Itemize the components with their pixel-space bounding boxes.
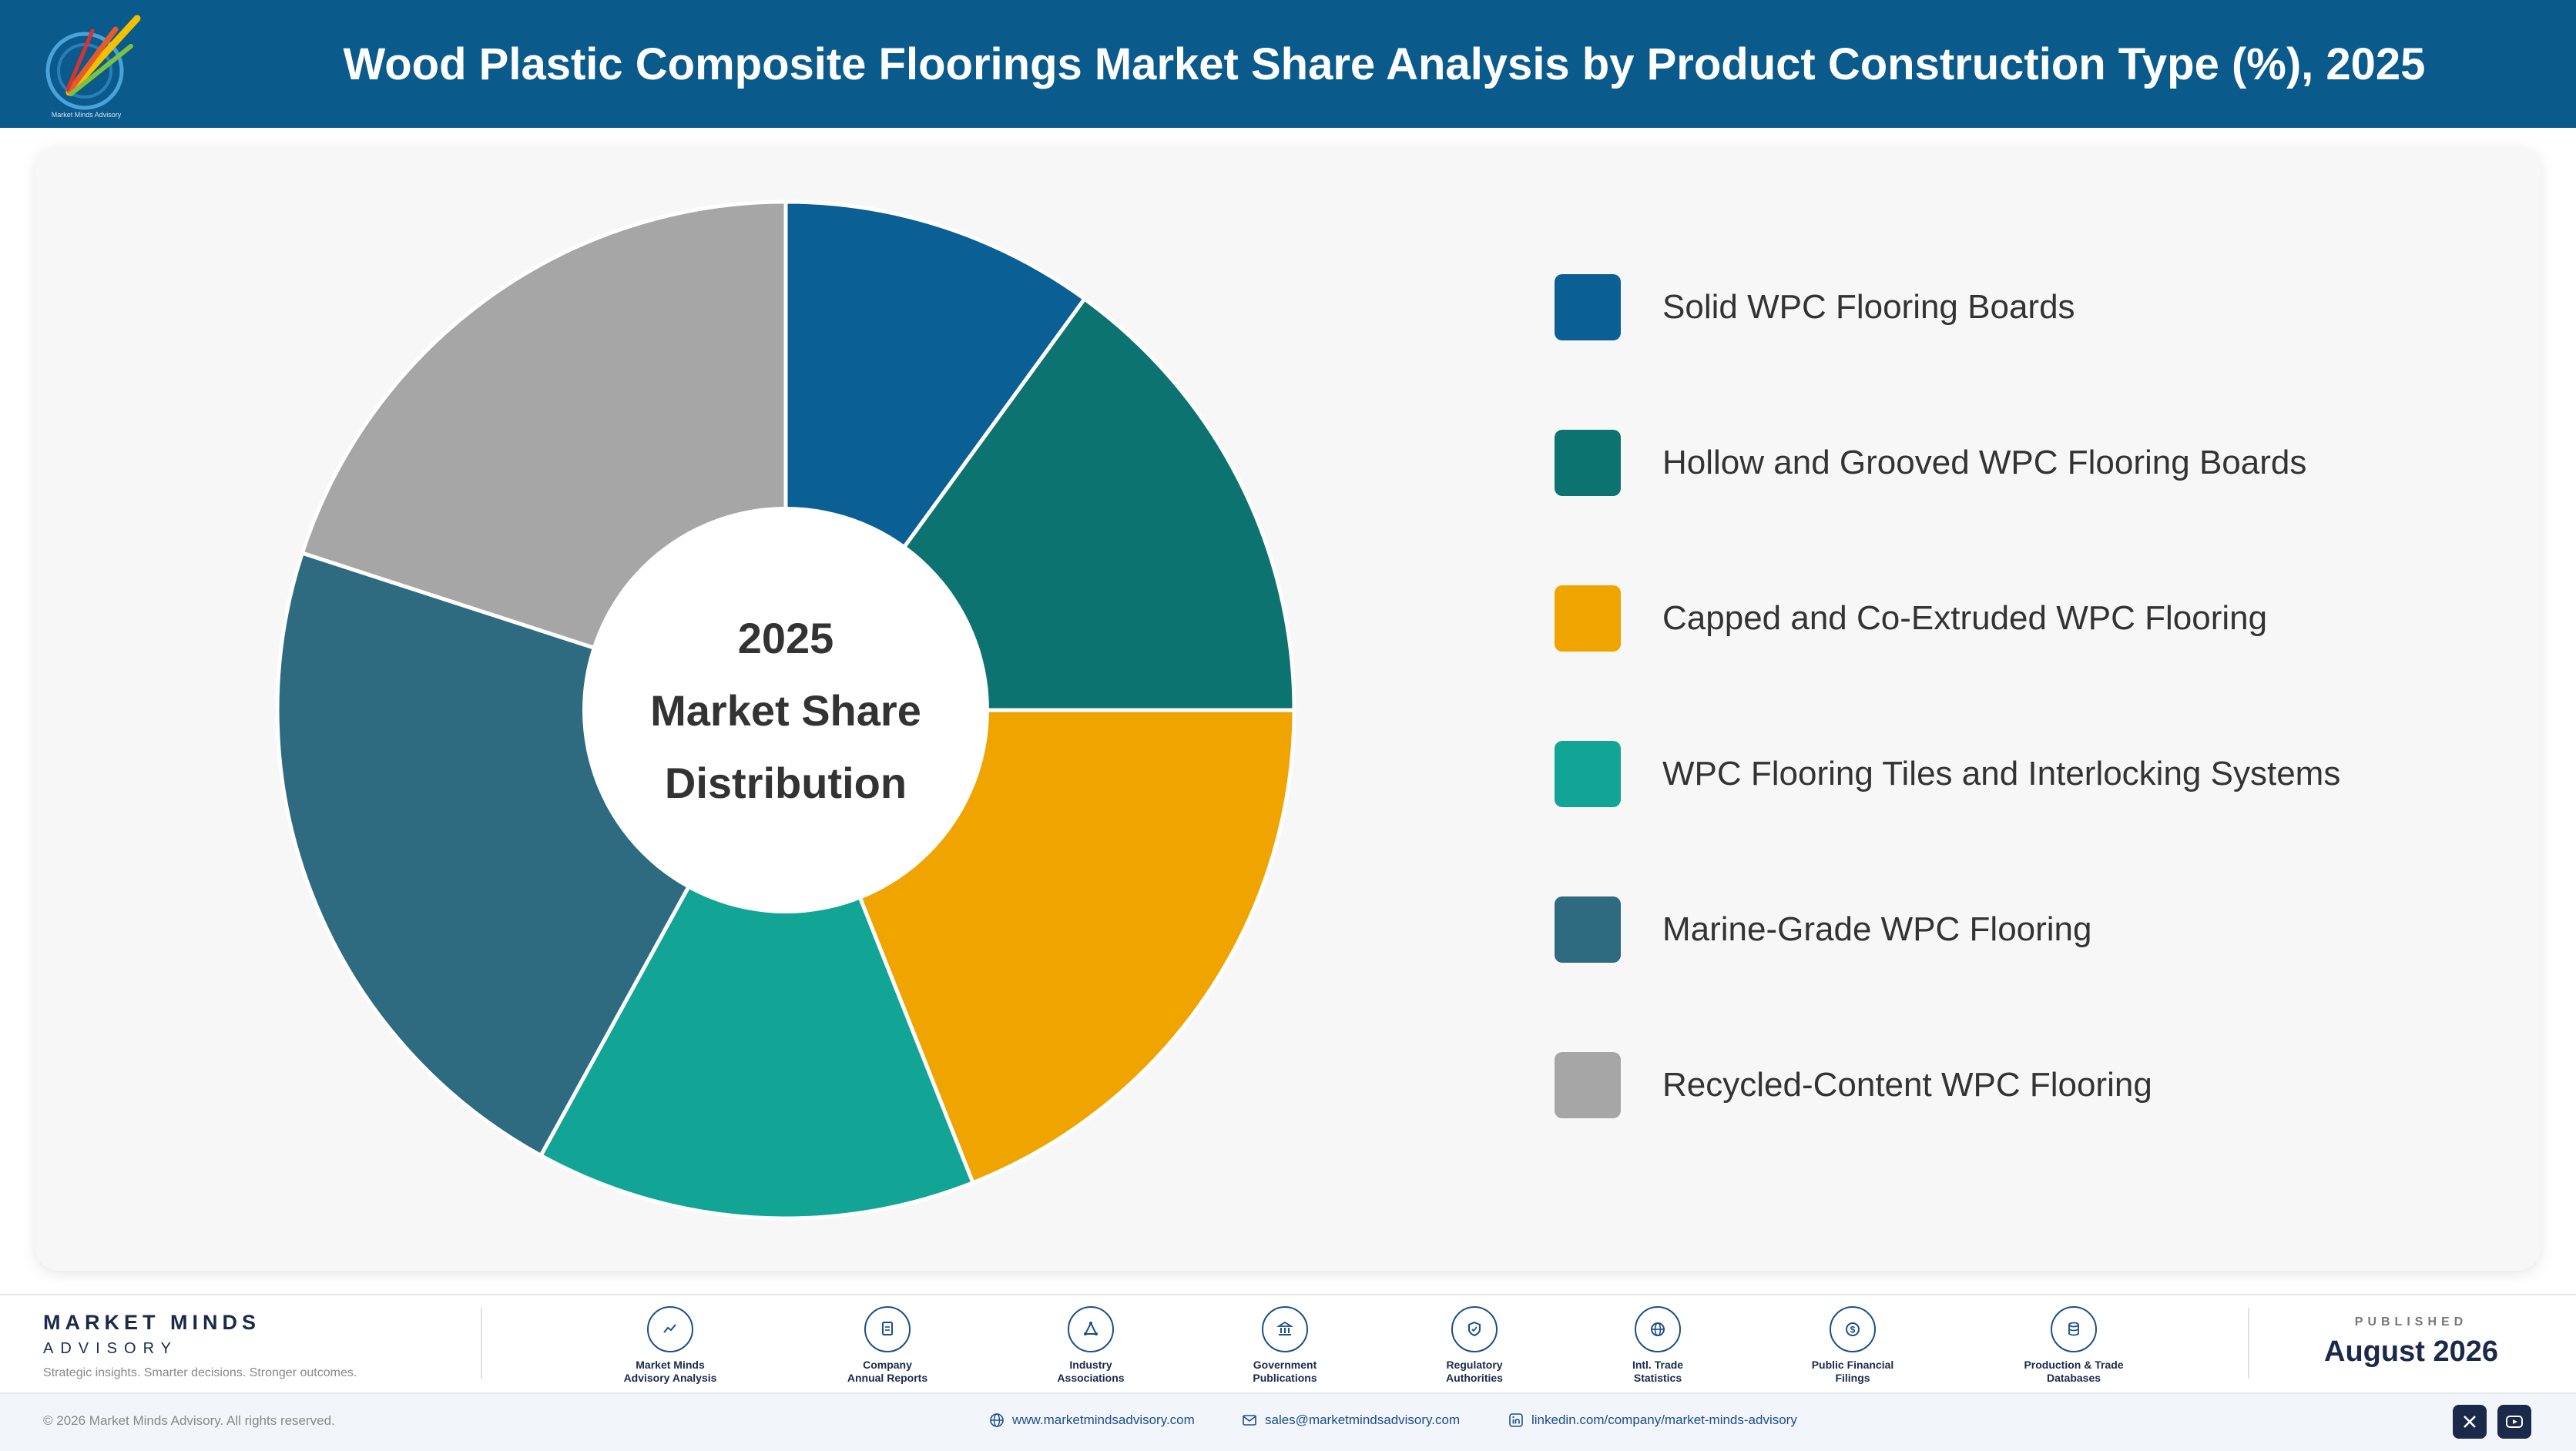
chart-card: 2025 Market Share Distribution Solid WPC F… — [35, 146, 2541, 1271]
legend-label: Marine-Grade WPC Flooring — [1662, 910, 2092, 948]
shield-icon — [1451, 1306, 1498, 1352]
x-icon — [2464, 1416, 2476, 1428]
data-source-item: Government Publications — [1219, 1306, 1350, 1385]
data-source-label: Government Publications — [1253, 1359, 1317, 1384]
website-link[interactable]: www.marketmindsadvisory.com — [989, 1412, 1195, 1428]
header-bar: Market Minds Advisory Wood Plastic Compo… — [0, 0, 2576, 128]
mail-icon — [1243, 1415, 1256, 1426]
website-text: www.marketmindsadvisory.com — [1012, 1412, 1195, 1427]
footer-divider — [481, 1308, 482, 1379]
database-icon — [2051, 1306, 2097, 1352]
footer-divider — [2248, 1308, 2249, 1379]
legend-swatch — [1555, 741, 1621, 807]
legend-label: Solid WPC Flooring Boards — [1662, 288, 2075, 326]
x-social-button[interactable] — [2453, 1405, 2487, 1439]
legend-swatch — [1555, 274, 1621, 340]
data-source-label: Public Financial Filings — [1811, 1359, 1894, 1384]
linkedin-link[interactable]: linkedin.com/company/market-minds-adviso… — [1508, 1412, 1797, 1428]
data-source-label: Market Minds Advisory Analysis — [623, 1359, 717, 1384]
data-source-label: Industry Associations — [1057, 1359, 1125, 1384]
chart-line-icon — [647, 1306, 693, 1352]
data-source-item: Production & Trade Databases — [2008, 1306, 2139, 1385]
document-icon — [864, 1306, 911, 1352]
center-label-line: 2025 — [738, 614, 834, 662]
svg-text:$: $ — [1850, 1325, 1856, 1335]
legend-item[interactable]: Hollow and Grooved WPC Flooring Boards — [1555, 430, 2306, 496]
bank-icon — [1262, 1306, 1308, 1352]
legend-label: Hollow and Grooved WPC Flooring Boards — [1662, 444, 2307, 481]
legend-item[interactable]: Recycled-Content WPC Flooring — [1555, 1052, 2152, 1118]
copyright: © 2026 Market Minds Advisory. All rights… — [43, 1413, 335, 1428]
email-text: sales@marketmindsadvisory.com — [1265, 1412, 1461, 1427]
published-label: PUBLISHED — [2354, 1315, 2468, 1329]
pie-slice-wpc-flooring-tiles-and-interlocking-systems[interactable] — [538, 705, 976, 1221]
data-source-label: Company Annual Reports — [847, 1359, 928, 1384]
legend-item[interactable]: Solid WPC Flooring Boards — [1555, 274, 2075, 340]
data-source-label: Regulatory Authorities — [1446, 1359, 1503, 1384]
globe-icon — [990, 1413, 1004, 1427]
page-title: Wood Plastic Composite Floorings Market … — [343, 39, 2426, 89]
data-source-label: Intl. Trade Statistics — [1632, 1359, 1684, 1384]
donut-chart: 2025 Market Share Distribution — [275, 199, 1296, 1221]
legend-label: Recycled-Content WPC Flooring — [1662, 1066, 2152, 1104]
coin-icon: $ — [1830, 1306, 1876, 1352]
center-label-line: Distribution — [665, 759, 907, 807]
legend-swatch — [1555, 430, 1621, 496]
legend-label: Capped and Co-Extruded WPC Flooring — [1662, 599, 2268, 637]
youtube-social-button[interactable] — [2497, 1405, 2531, 1439]
legend-item[interactable]: Capped and Co-Extruded WPC Flooring — [1555, 585, 2267, 652]
brand-tagline: Strategic insights. Smarter decisions. S… — [43, 1366, 357, 1379]
legend-swatch — [1555, 896, 1621, 963]
donut-hole — [582, 507, 989, 913]
linkedin-icon — [1509, 1413, 1523, 1427]
data-source-item: Company Annual Reports — [822, 1306, 953, 1385]
data-source-item: Intl. Trade Statistics — [1592, 1306, 1723, 1385]
legend-swatch — [1555, 1052, 1621, 1118]
data-source-item: Industry Associations — [1025, 1306, 1156, 1385]
email-link[interactable]: sales@marketmindsadvisory.com — [1242, 1412, 1460, 1428]
legend-item[interactable]: Marine-Grade WPC Flooring — [1555, 896, 2092, 963]
published-date: August 2026 — [2324, 1335, 2498, 1368]
data-source-item: $ Public Financial Filings — [1787, 1306, 1918, 1385]
legend-swatch — [1555, 585, 1621, 652]
brand-subtitle: ADVISORY — [43, 1340, 178, 1357]
globe-icon — [1635, 1306, 1681, 1352]
legend-label: WPC Flooring Tiles and Interlocking Syst… — [1662, 755, 2341, 793]
company-logo: Market Minds Advisory — [45, 15, 141, 119]
svg-text:Market Minds Advisory: Market Minds Advisory — [52, 111, 122, 119]
linkedin-text: linkedin.com/company/market-minds-adviso… — [1531, 1412, 1797, 1427]
data-source-item: Market Minds Advisory Analysis — [605, 1306, 736, 1385]
data-source-item: Regulatory Authorities — [1409, 1306, 1540, 1385]
youtube-icon — [2506, 1416, 2523, 1428]
data-source-label: Production & Trade Databases — [2024, 1359, 2124, 1384]
brand-name: MARKET MINDS — [43, 1311, 260, 1334]
bottom-bar: © 2026 Market Minds Advisory. All rights… — [0, 1392, 2576, 1451]
legend-item[interactable]: WPC Flooring Tiles and Interlocking Syst… — [1555, 741, 2340, 807]
network-icon — [1068, 1306, 1114, 1352]
center-label-line: Market Share — [650, 686, 921, 735]
